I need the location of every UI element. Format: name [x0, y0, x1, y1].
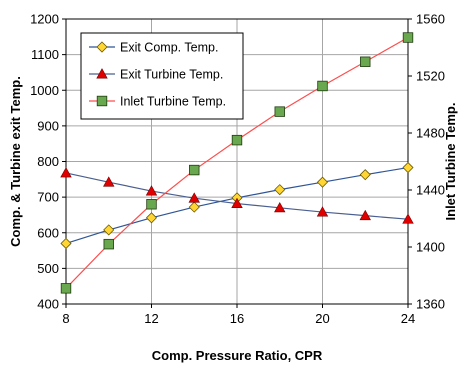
data-point — [188, 201, 200, 213]
series-2 — [60, 167, 414, 224]
y-left-tick-label: 900 — [37, 118, 59, 133]
data-point — [316, 176, 329, 188]
y-left-tick-label: 600 — [37, 225, 59, 240]
data-point — [145, 185, 158, 196]
data-point — [274, 184, 286, 196]
y-left-tick-label: 500 — [37, 261, 59, 276]
y-left-tick-label: 400 — [37, 297, 59, 312]
legend-label: Exit Comp. Temp. — [120, 41, 218, 55]
legend-label: Inlet Turbine Temp. — [120, 95, 226, 109]
x-tick-label: 8 — [62, 311, 69, 326]
series-1 — [60, 161, 414, 250]
x-tick-label: 16 — [230, 311, 244, 326]
data-point — [146, 199, 157, 210]
data-point — [402, 213, 414, 224]
legend-item: Exit Comp. Temp. — [89, 41, 218, 55]
data-point — [103, 238, 114, 250]
y-axis-right-title: Inlet Turbine Temp. — [443, 103, 458, 221]
data-point — [360, 56, 371, 67]
x-tick-label: 20 — [315, 311, 329, 326]
legend-marker — [96, 41, 108, 53]
x-tick-label: 12 — [144, 311, 158, 326]
data-point — [359, 209, 371, 221]
legend: Exit Comp. Temp. Exit Turbine Temp. Inlet … — [80, 32, 244, 120]
y-left-tick-label: 1100 — [31, 47, 59, 62]
data-point — [145, 212, 158, 224]
data-point — [60, 283, 72, 294]
x-axis-title: Comp. Pressure Ratio, CPR — [152, 348, 323, 363]
legend-label: Exit Turbine Temp. — [120, 68, 223, 82]
data-point — [188, 192, 200, 203]
data-point — [60, 237, 72, 250]
data-point — [189, 164, 200, 176]
data-point — [402, 32, 414, 43]
data-point — [274, 201, 286, 213]
y-right-tick-label: 1520 — [416, 69, 445, 84]
y-left-tick-label: 700 — [37, 190, 59, 205]
y-right-tick-label: 1440 — [416, 183, 445, 198]
y-left-tick-label: 800 — [37, 154, 59, 169]
y-left-tick-label: 1000 — [30, 83, 59, 98]
data-point — [231, 134, 243, 146]
y-right-tick-label: 1560 — [416, 12, 445, 27]
tick-labels: 8 12 16 20 24 400 500 600 700 800 900 1000 1100 1200 1… — [30, 12, 445, 327]
legend-item: Inlet Turbine Temp. — [89, 95, 226, 109]
data-point — [316, 206, 329, 217]
legend-marker — [96, 95, 108, 107]
y-right-tick-label: 1400 — [416, 240, 445, 255]
data-point — [274, 106, 285, 117]
y-axis-left-title: Comp. & Turbine exit Temp. — [8, 76, 23, 247]
data-point — [231, 197, 243, 208]
y-right-tick-label: 1480 — [416, 126, 445, 141]
data-point — [60, 167, 72, 178]
x-tick-label: 24 — [401, 311, 415, 326]
y-right-tick-label: 1360 — [416, 297, 445, 312]
y-left-tick-label: 1200 — [30, 12, 59, 27]
series-3 — [60, 32, 414, 294]
legend-marker — [96, 68, 108, 79]
series-layer — [60, 32, 414, 294]
data-point — [103, 224, 115, 236]
data-point — [359, 169, 371, 181]
data-point — [317, 80, 328, 92]
data-point — [103, 176, 115, 187]
legend-item: Exit Turbine Temp. — [89, 68, 223, 82]
data-point — [402, 161, 414, 174]
